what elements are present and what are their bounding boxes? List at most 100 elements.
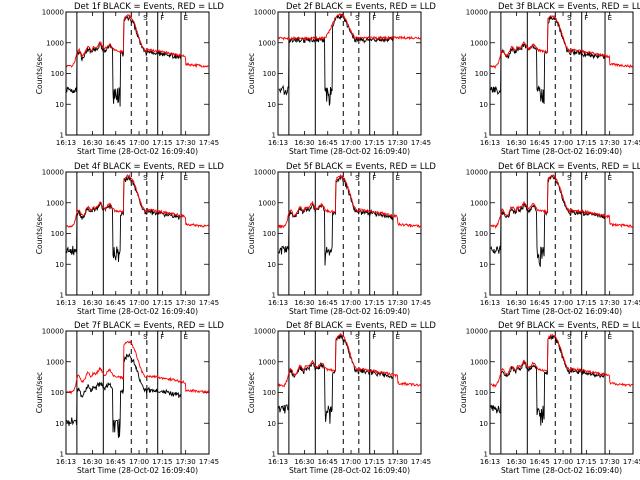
x-tick-label: 17:30 [388,458,408,466]
panel-title: Det 5f BLACK = Events, RED = LLD [286,162,436,172]
marker-annotation: E [608,14,612,22]
series-lld-line [490,174,633,230]
y-tick-label: 10 [479,420,488,428]
marker-annotation: F [584,174,588,182]
y-tick-label: 100 [51,230,64,238]
marker-annotation: S [355,14,360,22]
series-lld-line [66,173,209,228]
x-tick-label: 17:00 [553,458,573,466]
x-tick-label: 17:00 [341,139,361,147]
x-tick-label: 16:45 [530,299,550,307]
y-tick-label: 10000 [42,328,64,336]
y-tick-label: 10000 [466,328,488,336]
y-tick-label: 100 [475,389,488,397]
x-tick-label: 17:15 [364,458,384,466]
x-tick-label: 16:30 [294,299,314,307]
x-tick-label: 17:45 [411,139,431,147]
x-tick-label: 16:30 [294,139,314,147]
x-tick-label: 17:30 [388,299,408,307]
marker-annotation: F [372,174,376,182]
marker-annotation: F [160,174,164,182]
marker-annotation: E [608,174,612,182]
marker-annotation: E [396,14,400,22]
y-tick-label: 1 [484,132,488,140]
x-tick-label: 17:15 [152,299,172,307]
x-axis-label: Start Time (28-Oct-02 16:09:40) [77,147,198,156]
panel-title: Det 3f BLACK = Events, RED = LLD [498,2,640,12]
y-tick-label: 1 [60,292,64,300]
x-tick-label: 16:45 [530,458,550,466]
panel-det-5: Det 5f BLACK = Events, RED = LLD 1 10 100 10… [247,162,436,316]
marker-annotation: S [143,174,148,182]
y-axis-label: Counts/sec [35,213,44,254]
series-lld-line [490,14,633,70]
y-tick-label: 1000 [470,39,488,47]
x-tick-label: 16:30 [82,299,102,307]
x-tick-label: 16:30 [82,458,102,466]
marker-annotation: E [396,174,400,182]
x-tick-label: 16:13 [480,458,500,466]
panel-det-1: Det 1f BLACK = Events, RED = LLD 1 10 100 10… [35,2,224,156]
x-tick-label: 16:13 [56,458,76,466]
y-tick-label: 100 [263,230,276,238]
marker-annotation: S [143,333,148,341]
x-tick-label: 17:15 [576,139,596,147]
series-lld-line [278,13,421,41]
y-tick-label: 1 [484,292,488,300]
y-tick-label: 1000 [46,358,64,366]
marker-annotation: F [584,14,588,22]
marker-annotation: S [143,14,148,22]
x-tick-label: 16:30 [506,299,526,307]
x-tick-label: 17:00 [341,299,361,307]
x-tick-label: 17:15 [576,458,596,466]
marker-annotation: E [184,174,188,182]
x-tick-label: 17:00 [553,139,573,147]
y-tick-label: 10 [267,420,276,428]
x-axis-label: Start Time (28-Oct-02 16:09:40) [501,307,622,316]
marker-annotation: S [567,14,572,22]
y-tick-label: 100 [263,389,276,397]
marker-annotation: F [584,333,588,341]
x-tick-label: 16:45 [106,458,126,466]
marker-annotation: S [355,333,360,341]
plot-frame [277,330,422,455]
x-tick-label: 17:45 [623,139,640,147]
x-tick-label: 17:00 [129,299,149,307]
y-tick-label: 10 [55,101,64,109]
y-tick-label: 10000 [42,9,64,17]
x-tick-label: 16:45 [318,139,338,147]
x-tick-label: 16:13 [268,139,288,147]
x-tick-label: 16:45 [106,139,126,147]
panel-title: Det 2f BLACK = Events, RED = LLD [286,2,436,12]
y-tick-label: 1 [60,132,64,140]
x-tick-label: 17:30 [176,299,196,307]
y-axis-label: Counts/sec [35,372,44,413]
marker-annotation: E [184,333,188,341]
marker-annotation: F [160,333,164,341]
marker-annotation: F [160,14,164,22]
y-tick-label: 10 [55,420,64,428]
y-axis-label: Counts/sec [35,53,44,94]
y-tick-label: 1 [272,451,276,459]
panel-det-2: Det 2f BLACK = Events, RED = LLD 1 10 100 10… [247,2,436,156]
panel-det-9: Det 9f BLACK = Events, RED = LLD 1 10 100 10… [459,321,640,475]
series-events-line [278,13,394,106]
x-tick-label: 16:13 [56,139,76,147]
x-tick-label: 16:13 [56,299,76,307]
panel-title: Det 4f BLACK = Events, RED = LLD [74,162,224,172]
x-axis-label: Start Time (28-Oct-02 16:09:40) [501,466,622,475]
y-tick-label: 10 [479,101,488,109]
marker-annotation: E [184,14,188,22]
y-axis-label: Counts/sec [247,372,256,413]
y-tick-label: 1 [272,132,276,140]
plot-frame [65,171,210,296]
x-tick-label: 17:15 [152,458,172,466]
x-tick-label: 16:13 [480,139,500,147]
y-tick-label: 1000 [470,358,488,366]
x-axis-label: Start Time (28-Oct-02 16:09:40) [77,466,198,475]
y-tick-label: 1000 [46,199,64,207]
series-lld-line [66,14,209,69]
x-tick-label: 16:45 [530,139,550,147]
x-tick-label: 17:45 [411,299,431,307]
